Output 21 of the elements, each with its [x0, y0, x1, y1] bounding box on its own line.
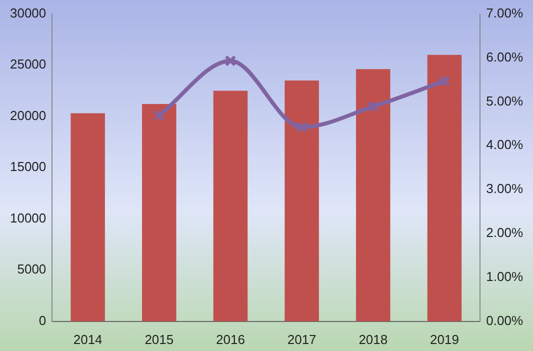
x-tick-label: 2014	[73, 332, 102, 347]
y-tick-label: 10000	[10, 210, 46, 226]
x-tick-label: 2018	[358, 332, 388, 347]
x-tick-label: 2019	[430, 332, 459, 347]
y-tick-label: 20000	[10, 108, 46, 123]
x-tick-label: 2015	[144, 332, 174, 347]
y-tick-label: 15000	[10, 159, 46, 174]
y-tick-label: 0	[38, 312, 46, 328]
x-tick-label: 2016	[216, 332, 245, 347]
y-tick-label: 5000	[17, 262, 46, 277]
y2-tick-label: 0.00%	[486, 312, 524, 328]
y2-tick-label: 7.00%	[486, 5, 524, 20]
y2-tick-label: 4.00%	[486, 137, 524, 152]
y2-tick-label: 6.00%	[486, 49, 524, 64]
y2-tick-label: 1.00%	[486, 269, 524, 284]
y2-tick-label: 5.00%	[486, 93, 524, 108]
y-tick-label: 30000	[10, 5, 46, 20]
y2-tick-label: 3.00%	[486, 181, 524, 196]
y-tick-label: 25000	[10, 56, 46, 72]
x-tick-label: 2017	[287, 332, 316, 347]
y2-tick-label: 2.00%	[486, 225, 524, 240]
